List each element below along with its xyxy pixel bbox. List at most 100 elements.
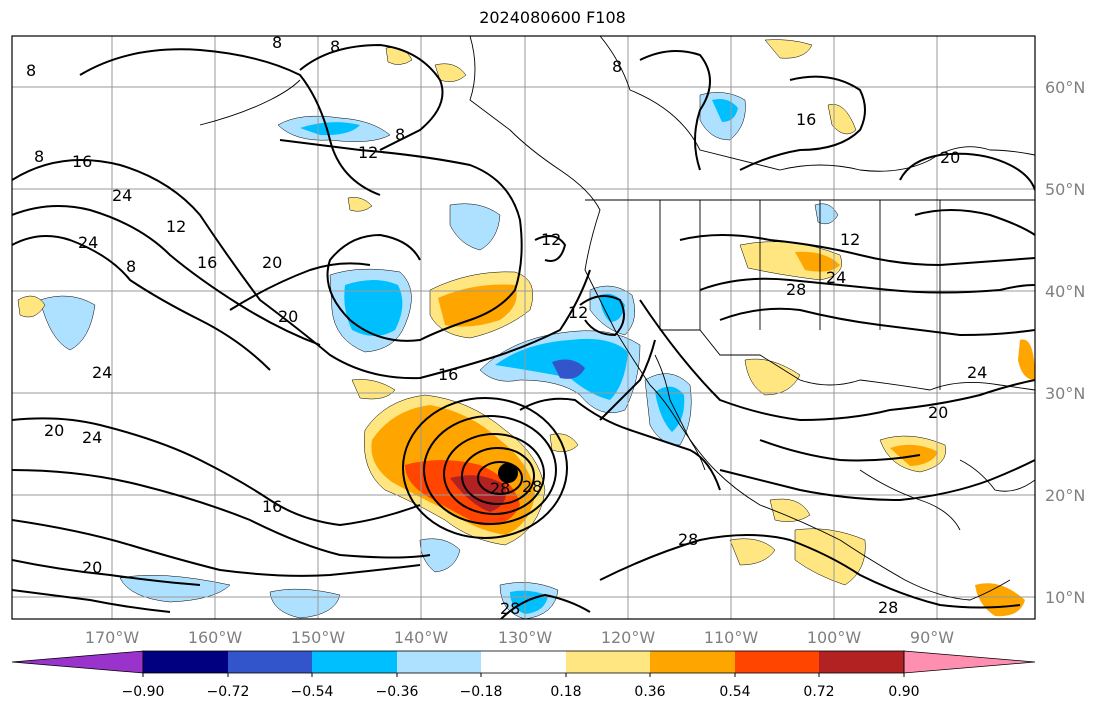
- contour-label: 24: [826, 268, 846, 287]
- positive-anomaly: [729, 538, 776, 566]
- contour-label: 20: [278, 307, 298, 326]
- colorbar-extend-min: [11, 650, 144, 674]
- colorbar-segment: [228, 651, 312, 673]
- contour-label: 8: [272, 33, 282, 52]
- lat-tick-label: 30°N: [1045, 384, 1085, 403]
- colorbar-tick-label: −0.54: [291, 684, 334, 700]
- lon-tick-label: 140°W: [394, 628, 449, 647]
- positive-anomaly: [827, 104, 857, 135]
- lon-tick-label: 160°W: [188, 628, 243, 647]
- positive-anomaly: [744, 358, 801, 396]
- contour-label: 12: [166, 217, 186, 236]
- colorbar-tick-label: −0.90: [122, 684, 165, 700]
- positive-anomaly: [17, 295, 46, 318]
- lat-tick-label: 20°N: [1045, 486, 1085, 505]
- contour-label: 16: [796, 110, 816, 129]
- lon-tick-label: 110°W: [704, 628, 759, 647]
- negative-anomaly: [39, 295, 96, 351]
- contour-label: 12: [840, 230, 860, 249]
- colorbar-tick-label: −0.72: [207, 684, 250, 700]
- contours: [12, 43, 1035, 619]
- colorbar-tick-label: 0.72: [803, 684, 834, 700]
- contour-label: 8: [612, 57, 622, 76]
- colorbar-tick-label: 0.36: [634, 684, 665, 700]
- colorbar-segment: [312, 651, 397, 673]
- contour-label: 8: [126, 257, 136, 276]
- contour-label: 20: [940, 148, 960, 167]
- contour-label: 28: [878, 598, 898, 617]
- map-title: 2024080600 F108: [479, 8, 626, 27]
- positive-anomaly: [347, 197, 373, 212]
- contour-label: 16: [438, 365, 458, 384]
- colorbar-segment: [143, 651, 228, 673]
- negative-anomaly: [119, 574, 231, 603]
- colorbar-tick-label: 0.18: [550, 684, 581, 700]
- contour-label: 28: [786, 280, 806, 299]
- colorbar-tick-label: −0.36: [376, 684, 419, 700]
- lon-tick-label: 170°W: [85, 628, 140, 647]
- positive-anomaly: [795, 251, 840, 272]
- contour-label: 16: [262, 497, 282, 516]
- contour-label: 8: [395, 125, 405, 144]
- storm-center-marker: [498, 463, 518, 483]
- contour-label: 28: [500, 599, 520, 618]
- contour-label: 28: [522, 477, 542, 496]
- lat-tick-label: 50°N: [1045, 180, 1085, 199]
- contour-label: 20: [44, 421, 64, 440]
- positive-anomaly: [438, 284, 517, 327]
- shaded-fields: [17, 39, 1035, 619]
- contour-label: 8: [330, 37, 340, 56]
- positive-anomaly: [434, 63, 467, 82]
- contour-label: 24: [82, 428, 102, 447]
- contour-label: 24: [967, 363, 987, 382]
- storm-contours: [402, 397, 568, 539]
- lat-tick-labels: 60°N 50°N 40°N 30°N 20°N 10°N: [1045, 78, 1085, 607]
- contour-label: 20: [928, 403, 948, 422]
- colorbar-tick-label: −0.18: [460, 684, 503, 700]
- lon-tick-label: 150°W: [291, 628, 346, 647]
- colorbar-segment: [735, 651, 819, 673]
- positive-anomaly: [764, 39, 813, 59]
- colorbar-tick-label: 0.90: [888, 684, 919, 700]
- lat-tick-label: 10°N: [1045, 588, 1085, 607]
- negative-anomaly: [814, 203, 839, 225]
- coastlines: [199, 36, 1035, 601]
- lat-tick-label: 60°N: [1045, 78, 1085, 97]
- contour-label: 24: [92, 363, 112, 382]
- colorbar: [11, 650, 1036, 677]
- negative-anomaly: [269, 588, 341, 619]
- colorbar-segment: [819, 651, 904, 673]
- negative-anomaly: [344, 280, 403, 336]
- colorbar-outline: [142, 650, 905, 674]
- contour-labels: 8 8 8 8 8 8 8 12 12 12 12 12 16 16 16 16…: [26, 33, 987, 618]
- contour-label: 20: [262, 253, 282, 272]
- lon-tick-label: 130°W: [498, 628, 553, 647]
- colorbar-segment: [397, 651, 481, 673]
- lon-tick-labels: 170°W 160°W 150°W 140°W 130°W 120°W 110°…: [85, 628, 954, 647]
- lat-tick-label: 40°N: [1045, 282, 1085, 301]
- negative-anomaly: [419, 538, 461, 573]
- contour-label: 28: [678, 530, 698, 549]
- contour-label: 12: [541, 230, 561, 249]
- colorbar-segment: [566, 651, 650, 673]
- colorbar-segment: [481, 651, 566, 673]
- colorbar-extend-max: [903, 650, 1036, 674]
- contour-label: 16: [72, 152, 92, 171]
- negative-anomaly: [600, 293, 625, 322]
- contour-label: 12: [568, 303, 588, 322]
- contour-label: 16: [197, 253, 217, 272]
- positive-anomaly: [769, 498, 811, 522]
- positive-anomaly: [549, 433, 579, 452]
- contour-label: 8: [34, 147, 44, 166]
- contour-label: 24: [78, 233, 98, 252]
- plot-border: [11, 35, 1036, 620]
- contour-label: 20: [82, 558, 102, 577]
- lon-tick-label: 90°W: [910, 628, 954, 647]
- negative-anomaly: [300, 122, 360, 136]
- lon-tick-label: 120°W: [601, 628, 656, 647]
- colorbar-segment: [650, 651, 735, 673]
- contour-label: 28: [490, 479, 510, 498]
- contour-label: 24: [112, 186, 132, 205]
- positive-anomaly: [351, 379, 396, 400]
